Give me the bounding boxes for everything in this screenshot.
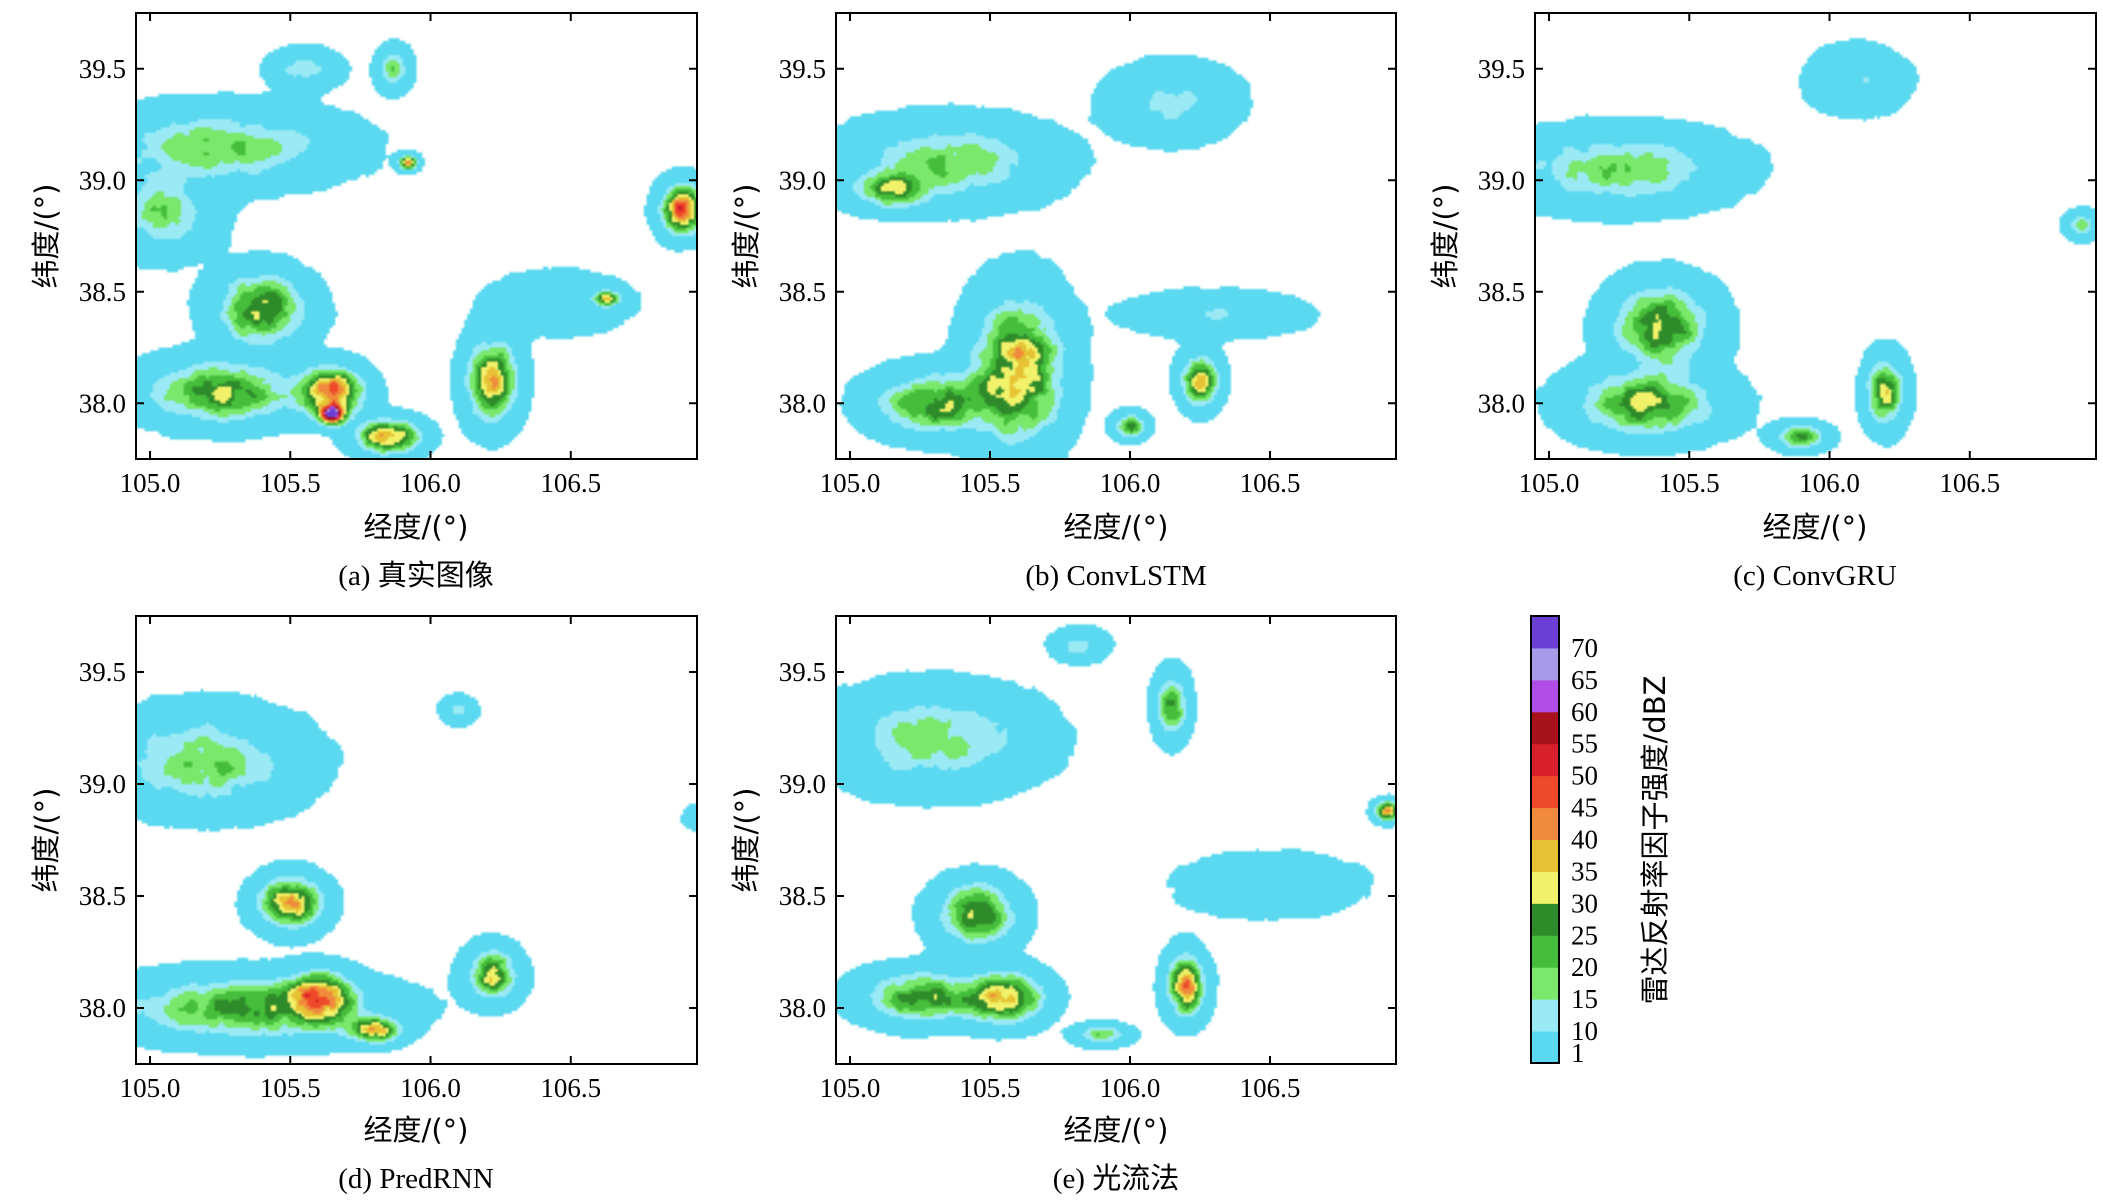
panel-d-xtick-label: 105.0	[120, 1073, 181, 1103]
colorbar: 雷达反射率因子强度/dBZ 11015202530354045505560657…	[1530, 615, 1672, 1068]
panel-c-xtick-label: 105.5	[1659, 468, 1720, 498]
colorbar-segment	[1531, 935, 1559, 968]
panel-b-xtick-label: 105.5	[960, 468, 1021, 498]
panel-e-ytick-label: 38.5	[779, 881, 826, 911]
panel-a-caption: (a) 真实图像	[338, 559, 493, 592]
panel-b-ytick-label: 39.5	[779, 54, 826, 84]
colorbar-segment	[1531, 743, 1559, 777]
panel-e-xtick-label: 105.0	[820, 1073, 881, 1103]
panel-a-heatmap	[136, 13, 697, 459]
panel-a-xtick-label: 106.5	[540, 468, 601, 498]
panel-d-heatmap	[136, 616, 697, 1064]
panel-d-caption: (d) PredRNN	[338, 1163, 494, 1195]
colorbar-segment	[1531, 807, 1559, 840]
panel-d-xlabel: 经度/(°)	[364, 1113, 469, 1147]
panel-a-xtick-label: 105.0	[120, 468, 181, 498]
colorbar-tick-label: 60	[1571, 697, 1598, 727]
colorbar-segment	[1531, 647, 1559, 681]
panel-c-xtick-label: 106.0	[1799, 468, 1860, 498]
colorbar-segment	[1531, 616, 1559, 649]
colorbar-segment	[1531, 903, 1559, 936]
panel-c-ytick-label: 39.5	[1478, 54, 1525, 84]
colorbar-tick-label: 30	[1571, 888, 1598, 918]
panel-c-xtick-label: 106.5	[1939, 468, 2000, 498]
panel-d-xtick-label: 106.0	[400, 1073, 461, 1103]
panel-b-caption: (b) ConvLSTM	[1025, 560, 1206, 592]
panel-a-xtick-label: 105.5	[260, 468, 321, 498]
panel-d-ylabel: 纬度/(°)	[29, 788, 63, 893]
panel-b: 105.0 105.5 106.0 106.5 38.0 38.5 39.0 39.5 经度/…	[729, 12, 1397, 592]
colorbar-tick-label: 1	[1571, 1038, 1585, 1068]
colorbar-tick-label: 15	[1571, 984, 1598, 1014]
panel-e-xtick-label: 106.0	[1100, 1073, 1161, 1103]
panel-e-xtick-label: 106.5	[1240, 1073, 1301, 1103]
panel-a: 105.0 105.5 106.0 106.5 38.0 38.5 39.0 39.5 经度/…	[29, 12, 698, 592]
panel-e-caption: (e) 光流法	[1053, 1162, 1179, 1195]
colorbar-tick-label: 50	[1571, 761, 1598, 791]
colorbar-tick-label: 40	[1571, 825, 1598, 855]
panel-b-ylabel: 纬度/(°)	[729, 184, 763, 289]
panel-c: 105.0 105.5 106.0 106.5 38.0 38.5 39.0 39.5 经度/…	[1428, 12, 2097, 592]
colorbar-segment	[1531, 1031, 1559, 1064]
panel-b-heatmap	[836, 13, 1396, 459]
panel-e-ytick-label: 38.0	[779, 993, 826, 1023]
panel-e-ylabel: 纬度/(°)	[729, 788, 763, 893]
colorbar-tick-label: 45	[1571, 793, 1598, 823]
panel-d-ytick-label: 39.0	[79, 769, 126, 799]
colorbar-segment	[1531, 999, 1559, 1032]
panel-d-ytick-label: 39.5	[79, 657, 126, 687]
panel-d-ytick-label: 38.0	[79, 993, 126, 1023]
panel-e-ytick-label: 39.0	[779, 769, 826, 799]
colorbar-tick-label: 10	[1571, 1016, 1598, 1046]
panel-b-ytick-label: 38.5	[779, 277, 826, 307]
panel-b-ytick-label: 39.0	[779, 165, 826, 195]
panel-c-xlabel: 经度/(°)	[1763, 510, 1868, 544]
colorbar-segment	[1531, 679, 1559, 713]
panel-a-ytick-label: 38.5	[79, 277, 126, 307]
colorbar-tick-label: 70	[1571, 633, 1598, 663]
panel-e-xlabel: 经度/(°)	[1064, 1113, 1169, 1147]
panel-b-ytick-label: 38.0	[779, 388, 826, 418]
panel-a-xlabel: 经度/(°)	[364, 510, 469, 544]
colorbar-segment	[1531, 711, 1559, 745]
colorbar-label: 雷达反射率因子强度/dBZ	[1638, 676, 1672, 1005]
panel-d: 105.0 105.5 106.0 106.5 38.0 38.5 39.0 39.5 经度/…	[29, 615, 698, 1195]
panel-d-xtick-label: 106.5	[540, 1073, 601, 1103]
panel-c-ytick-label: 38.5	[1478, 277, 1525, 307]
colorbar-segment	[1531, 839, 1559, 872]
colorbar-tick-label: 35	[1571, 856, 1598, 886]
panel-d-ytick-label: 38.5	[79, 881, 126, 911]
panel-a-ytick-label: 39.0	[79, 165, 126, 195]
colorbar-tick-label: 65	[1571, 665, 1598, 695]
panel-c-ytick-label: 39.0	[1478, 165, 1525, 195]
colorbar-segment	[1531, 775, 1559, 809]
panel-c-ytick-label: 38.0	[1478, 388, 1525, 418]
panel-d-xtick-label: 105.5	[260, 1073, 321, 1103]
panel-c-heatmap	[1535, 13, 2096, 459]
panel-e-xtick-label: 105.5	[960, 1073, 1021, 1103]
colorbar-tick-label: 55	[1571, 729, 1598, 759]
panel-c-ylabel: 纬度/(°)	[1428, 184, 1462, 289]
panel-e-heatmap	[836, 616, 1396, 1064]
panel-a-ylabel: 纬度/(°)	[29, 184, 63, 289]
panel-a-ytick-label: 39.5	[79, 54, 126, 84]
colorbar-segment	[1531, 967, 1559, 1000]
panel-a-ytick-label: 38.0	[79, 388, 126, 418]
colorbar-tick-label: 20	[1571, 952, 1598, 982]
colorbar-segment	[1531, 871, 1559, 904]
panel-c-xtick-label: 105.0	[1519, 468, 1580, 498]
colorbar-frame	[1530, 615, 1560, 1064]
panel-b-xtick-label: 106.0	[1100, 468, 1161, 498]
colorbar-tick-label: 25	[1571, 920, 1598, 950]
panel-e: 105.0 105.5 106.0 106.5 38.0 38.5 39.0 39.5 经度/…	[729, 615, 1397, 1195]
panel-b-xtick-label: 105.0	[820, 468, 881, 498]
panel-b-xlabel: 经度/(°)	[1064, 510, 1169, 544]
panel-e-ytick-label: 39.5	[779, 657, 826, 687]
panel-a-xtick-label: 106.0	[400, 468, 461, 498]
panel-c-caption: (c) ConvGRU	[1733, 560, 1897, 592]
panel-b-xtick-label: 106.5	[1240, 468, 1301, 498]
